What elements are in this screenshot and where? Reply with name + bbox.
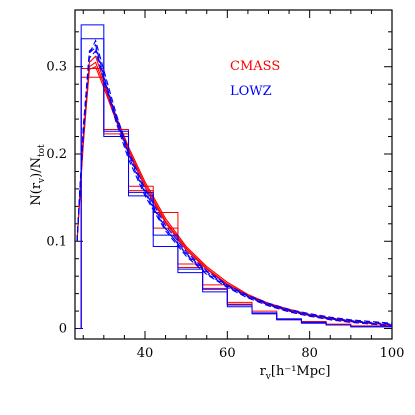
tick-labels: 40 60 80 100 0 0.1 0.2 0.3 xyxy=(46,60,404,361)
legend: CMASS LOWZ xyxy=(230,59,280,99)
series-layer xyxy=(76,24,392,330)
y-axis-label-mid: )/N xyxy=(29,157,44,178)
x-tick-label: 40 xyxy=(137,346,154,361)
plot-frame xyxy=(74,9,393,340)
x-axis-label-sub: v xyxy=(265,372,272,382)
curve-lowz xyxy=(76,38,392,324)
y-tick-label: 0 xyxy=(59,322,67,337)
legend-item-cmass: CMASS xyxy=(230,59,280,74)
legend-item-lowz: LOWZ xyxy=(230,84,272,99)
y-tick-label: 0.3 xyxy=(46,60,67,75)
curve-lowz xyxy=(76,43,392,326)
x-axis-label: rv[h⁻¹Mpc] xyxy=(260,364,331,382)
y-tick-label: 0.1 xyxy=(46,234,67,249)
y-axis-label-sub1: v xyxy=(37,177,47,184)
x-axis-label-rest: [h⁻¹Mpc] xyxy=(271,364,331,379)
ticks xyxy=(75,10,393,339)
y-tick-label: 0.2 xyxy=(46,147,67,162)
curve-lowz xyxy=(76,46,392,325)
y-axis-label: N(rv)/Ntot xyxy=(29,144,47,206)
x-tick-label: 80 xyxy=(301,346,318,361)
x-tick-label: 60 xyxy=(219,346,236,361)
y-axis-label-pre: N(r xyxy=(29,182,44,205)
histogram-cmass xyxy=(77,67,392,330)
curve-lowz xyxy=(76,49,392,327)
series-lowz xyxy=(76,24,392,330)
curve-cmass xyxy=(76,61,392,326)
x-tick-label: 100 xyxy=(380,346,405,361)
histogram-lowz xyxy=(77,38,392,330)
x-axis-label-main: r xyxy=(260,364,267,379)
y-axis-label-sub2: tot xyxy=(37,144,47,157)
